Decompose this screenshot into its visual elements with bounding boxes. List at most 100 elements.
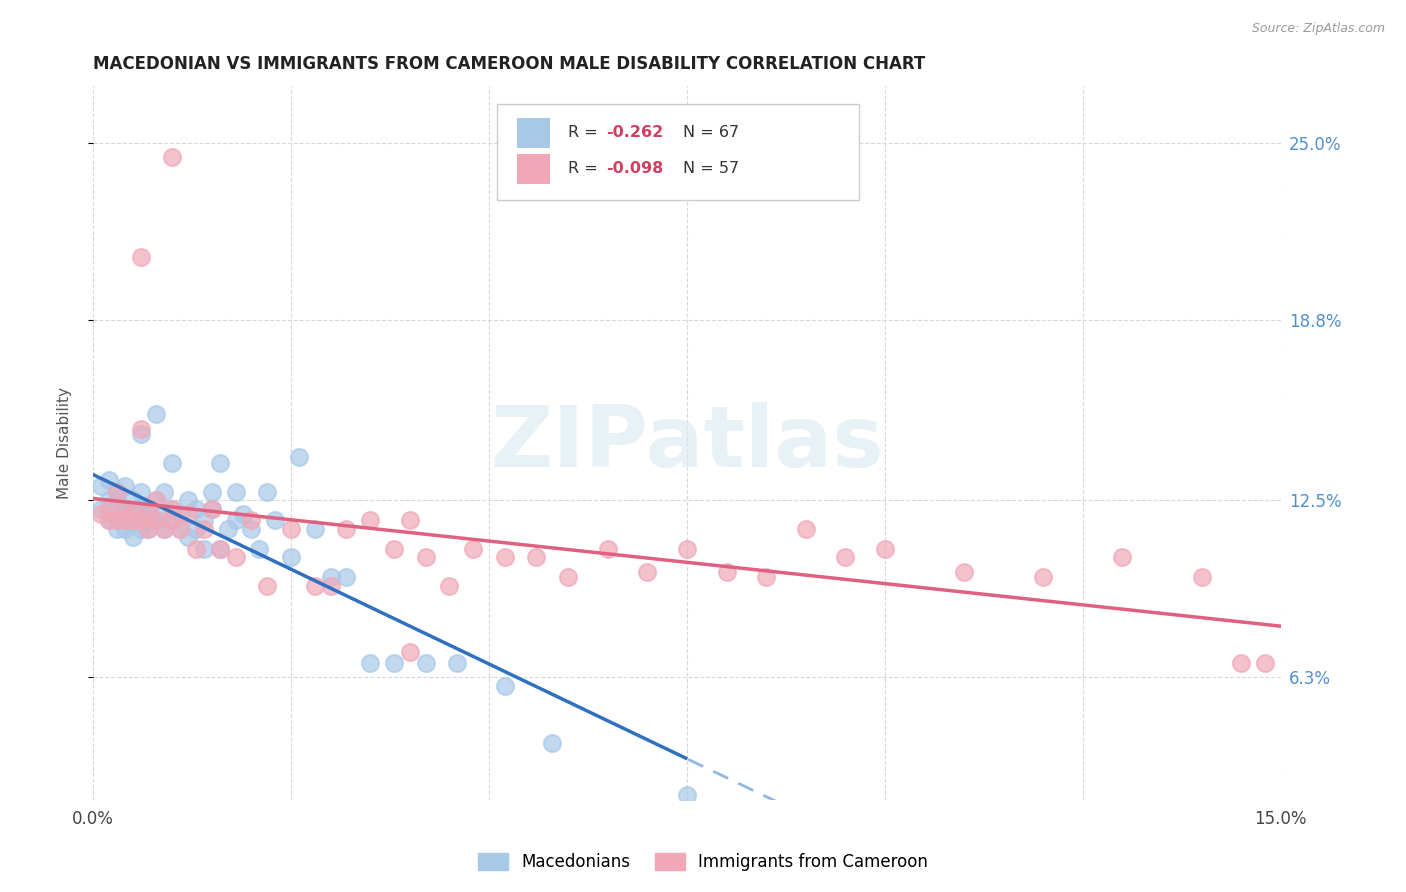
Point xyxy=(121,501,143,516)
Point xyxy=(834,550,856,565)
Point xyxy=(676,788,699,802)
Point xyxy=(225,550,247,565)
Point xyxy=(105,484,128,499)
Point xyxy=(541,736,564,750)
Point xyxy=(335,570,357,584)
Point xyxy=(138,501,160,516)
Point xyxy=(716,565,738,579)
Point xyxy=(256,484,278,499)
Point xyxy=(153,522,176,536)
Point xyxy=(446,656,468,670)
Point xyxy=(217,522,239,536)
Point xyxy=(169,508,191,522)
Point xyxy=(225,513,247,527)
Point xyxy=(97,501,120,516)
Point xyxy=(232,508,254,522)
Point xyxy=(160,150,183,164)
Point xyxy=(145,513,167,527)
Point xyxy=(240,513,263,527)
Point xyxy=(177,493,200,508)
Point xyxy=(359,656,381,670)
Point xyxy=(97,513,120,527)
Point xyxy=(114,513,136,527)
Point xyxy=(280,550,302,565)
Point xyxy=(129,513,152,527)
Point xyxy=(794,522,817,536)
Point xyxy=(90,501,112,516)
Text: -0.262: -0.262 xyxy=(606,126,664,140)
Point xyxy=(105,522,128,536)
Point xyxy=(415,656,437,670)
Point xyxy=(359,513,381,527)
Point xyxy=(208,541,231,556)
Point xyxy=(953,565,976,579)
Point xyxy=(382,541,405,556)
Point xyxy=(160,513,183,527)
Point xyxy=(177,508,200,522)
Point xyxy=(129,422,152,436)
Point xyxy=(201,484,224,499)
Point xyxy=(208,541,231,556)
Point xyxy=(526,550,548,565)
Point xyxy=(121,513,143,527)
Point xyxy=(121,513,143,527)
Point xyxy=(129,427,152,442)
Text: ZIPatlas: ZIPatlas xyxy=(491,401,884,484)
Point xyxy=(97,473,120,487)
Point xyxy=(105,513,128,527)
Point xyxy=(138,522,160,536)
FancyBboxPatch shape xyxy=(517,153,550,184)
Text: MACEDONIAN VS IMMIGRANTS FROM CAMEROON MALE DISABILITY CORRELATION CHART: MACEDONIAN VS IMMIGRANTS FROM CAMEROON M… xyxy=(93,55,925,73)
Point xyxy=(755,570,778,584)
Point xyxy=(145,408,167,422)
Point xyxy=(193,522,215,536)
Point xyxy=(439,579,461,593)
FancyBboxPatch shape xyxy=(517,118,550,148)
Point xyxy=(129,522,152,536)
Point xyxy=(557,570,579,584)
Text: N = 57: N = 57 xyxy=(683,161,740,177)
Point xyxy=(177,530,200,544)
Text: -0.098: -0.098 xyxy=(606,161,664,177)
Point xyxy=(145,493,167,508)
Point xyxy=(304,522,326,536)
Point xyxy=(129,508,152,522)
Point xyxy=(105,513,128,527)
Point xyxy=(121,508,143,522)
Point xyxy=(138,513,160,527)
Point xyxy=(208,456,231,470)
Point xyxy=(114,522,136,536)
Point xyxy=(596,541,619,556)
Point xyxy=(129,250,152,264)
Point xyxy=(121,530,143,544)
Point xyxy=(160,513,183,527)
Point xyxy=(319,570,342,584)
Text: R =: R = xyxy=(568,126,598,140)
Text: N = 67: N = 67 xyxy=(683,126,740,140)
Point xyxy=(114,501,136,516)
Point xyxy=(1230,656,1253,670)
Point xyxy=(97,493,120,508)
Point xyxy=(676,541,699,556)
Point xyxy=(280,522,302,536)
Point xyxy=(160,456,183,470)
Point xyxy=(153,522,176,536)
Point xyxy=(494,679,516,693)
Point xyxy=(160,501,183,516)
Point xyxy=(184,501,207,516)
Point xyxy=(184,541,207,556)
Point xyxy=(153,508,176,522)
Point xyxy=(247,541,270,556)
Point xyxy=(114,501,136,516)
Point xyxy=(201,501,224,516)
Point xyxy=(184,522,207,536)
Text: Source: ZipAtlas.com: Source: ZipAtlas.com xyxy=(1251,22,1385,36)
Point xyxy=(145,513,167,527)
Y-axis label: Male Disability: Male Disability xyxy=(58,387,72,499)
Point xyxy=(240,522,263,536)
Legend: Macedonians, Immigrants from Cameroon: Macedonians, Immigrants from Cameroon xyxy=(470,845,936,880)
Point xyxy=(201,501,224,516)
Point xyxy=(105,501,128,516)
Point xyxy=(319,579,342,593)
Point xyxy=(264,513,287,527)
